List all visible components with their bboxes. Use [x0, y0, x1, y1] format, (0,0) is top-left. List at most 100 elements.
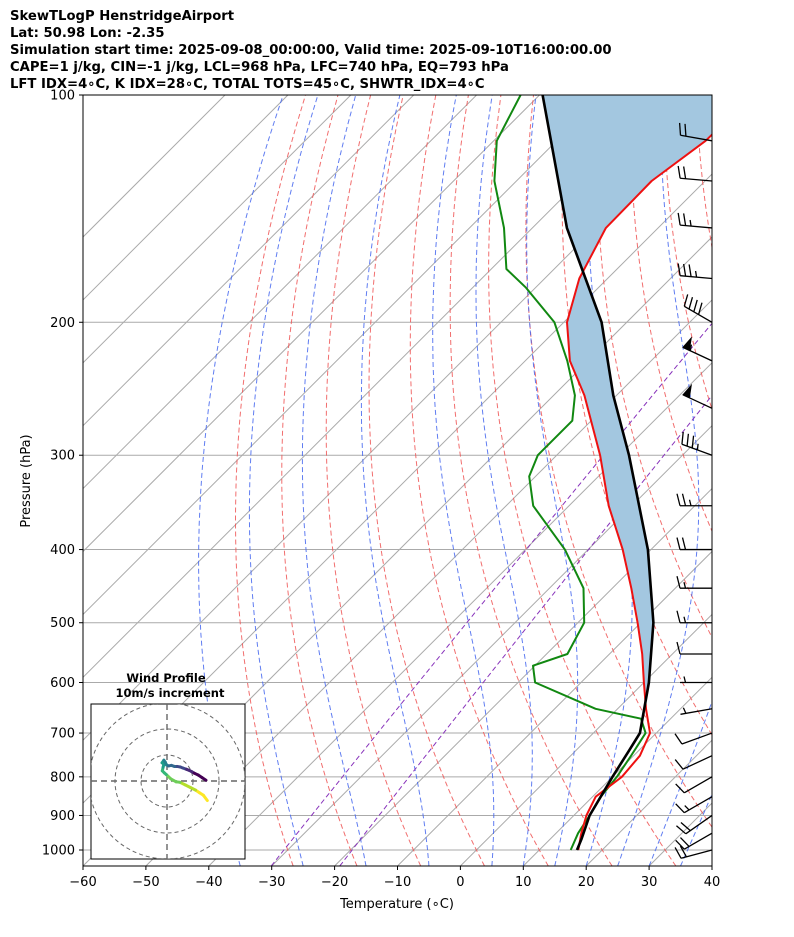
moist-adiabat-line [648, 699, 712, 866]
wind-barb [680, 707, 713, 715]
moist-adiabat-line [198, 95, 284, 866]
dry-adiabat-line [235, 95, 306, 866]
isotherm-line [83, 95, 477, 490]
dry-adiabat-line [281, 95, 358, 866]
dry-adiabat-line [596, 95, 712, 639]
wind-barb [676, 576, 712, 589]
moist-adiabat-line [432, 95, 495, 866]
hodograph-subtitle: 10m/s increment [116, 686, 225, 700]
wind-barb [681, 431, 713, 456]
wind-barb [675, 832, 713, 850]
wind-barb [675, 796, 713, 814]
wind-barb [676, 814, 713, 835]
hodograph-title: Wind Profile [126, 671, 206, 685]
y-tick-label: 800 [50, 770, 75, 785]
mixing-ratio-line [339, 394, 712, 866]
isotherm-line [83, 95, 289, 301]
isotherm-line [83, 95, 352, 364]
moist-adiabat-line [475, 95, 533, 866]
isotherm-line [145, 299, 712, 866]
dry-adiabat-line [488, 95, 677, 866]
isotherm-line [711, 865, 712, 866]
cape-line: CAPE=1 j/kg, CIN=-1 j/kg, LCL=968 hPa, L… [10, 60, 509, 75]
wind-barb [676, 641, 712, 655]
wind-barb [680, 676, 712, 684]
dry-adiabat-line [762, 95, 794, 866]
x-tick-label: 40 [704, 875, 721, 890]
wind-barb [677, 212, 713, 229]
profile-curves [493, 95, 712, 851]
wind-barb [676, 537, 712, 551]
isotherm-line [83, 95, 226, 238]
y-tick-label: 900 [50, 809, 75, 824]
wind-barbs [674, 122, 713, 859]
x-tick-label: −20 [321, 875, 348, 890]
wind-barb [674, 732, 713, 745]
isotherm-line [271, 424, 712, 866]
isotherm-line [460, 613, 712, 866]
isotherm-line [83, 95, 603, 616]
index-line: LFT IDX=4∘C, K IDX=28∘C, TOTAL TOTS=45∘C… [10, 77, 485, 92]
wind-barb [683, 294, 713, 323]
dewpoint-profile [493, 95, 647, 851]
wind-barb [677, 165, 713, 182]
y-tick-label: 1000 [42, 844, 75, 859]
dry-adiabat-line [525, 95, 712, 828]
dry-adiabat-line [729, 95, 794, 866]
dry-adiabat-line [663, 95, 712, 411]
x-tick-label: −60 [69, 875, 96, 890]
dry-adiabat-line [409, 95, 549, 866]
y-tick-label: 300 [50, 449, 75, 464]
isotherm-line [83, 95, 540, 553]
chart-title: SkewTLogP HenstridgeAirport [10, 9, 235, 24]
hodograph-segment [200, 776, 208, 782]
y-tick-label: 500 [50, 616, 75, 631]
wind-barb [677, 263, 713, 280]
x-tick-label: −40 [195, 875, 222, 890]
x-tick-label: 20 [578, 875, 595, 890]
y-tick-label: 400 [50, 543, 75, 558]
x-axis-label: Temperature (∘C) [339, 897, 454, 912]
dry-adiabat-line [449, 95, 613, 866]
cape-shading [542, 95, 712, 709]
temperature-profile [566, 133, 712, 851]
isotherm-line [83, 95, 415, 427]
dry-adiabat-line [695, 95, 712, 251]
moist-adiabat-line [680, 793, 712, 866]
isotherm-line [522, 676, 712, 866]
parcel-profile [541, 95, 655, 851]
isotherm-line [334, 487, 712, 866]
x-tick-label: −10 [384, 875, 411, 890]
x-tick-label: 0 [456, 875, 464, 890]
x-tick-label: 30 [641, 875, 658, 890]
time-line: Simulation start time: 2025-09-08_00:00:… [10, 43, 612, 58]
wind-barb [675, 776, 713, 794]
mixing-ratio-line [270, 322, 712, 866]
wind-barb [678, 122, 713, 142]
x-tick-label: 10 [515, 875, 532, 890]
isotherm-line [83, 95, 666, 679]
chart-header: SkewTLogP HenstridgeAirport Lat: 50.98 L… [10, 8, 612, 93]
x-tick-label: −30 [258, 875, 285, 890]
y-tick-label: 100 [50, 89, 75, 104]
location-line: Lat: 50.98 Lon: -2.35 [10, 26, 165, 41]
y-tick-label: 200 [50, 316, 75, 331]
wind-barb [682, 336, 713, 362]
moist-adiabat-line [360, 95, 430, 866]
wind-barb [676, 493, 712, 507]
y-tick-label: 600 [50, 676, 75, 691]
wind-barb [674, 755, 713, 770]
wind-barb [676, 610, 712, 624]
dry-adiabat-line [561, 95, 712, 736]
moist-adiabat-line [301, 95, 367, 866]
y-axis-label: Pressure (hPa) [19, 434, 34, 527]
moist-adiabat-line [526, 95, 579, 866]
axis-ticks: −60 −50 −40 −30 −20 −10 0 10 20 30 40 100 200 300 400 5… [42, 89, 720, 891]
x-tick-label: −50 [132, 875, 159, 890]
isotherm-line [648, 802, 712, 866]
moist-adiabat-line [617, 95, 700, 866]
moist-adiabat-line [248, 95, 319, 866]
isotherm-line [397, 550, 712, 866]
dry-adiabat-line [368, 95, 485, 866]
